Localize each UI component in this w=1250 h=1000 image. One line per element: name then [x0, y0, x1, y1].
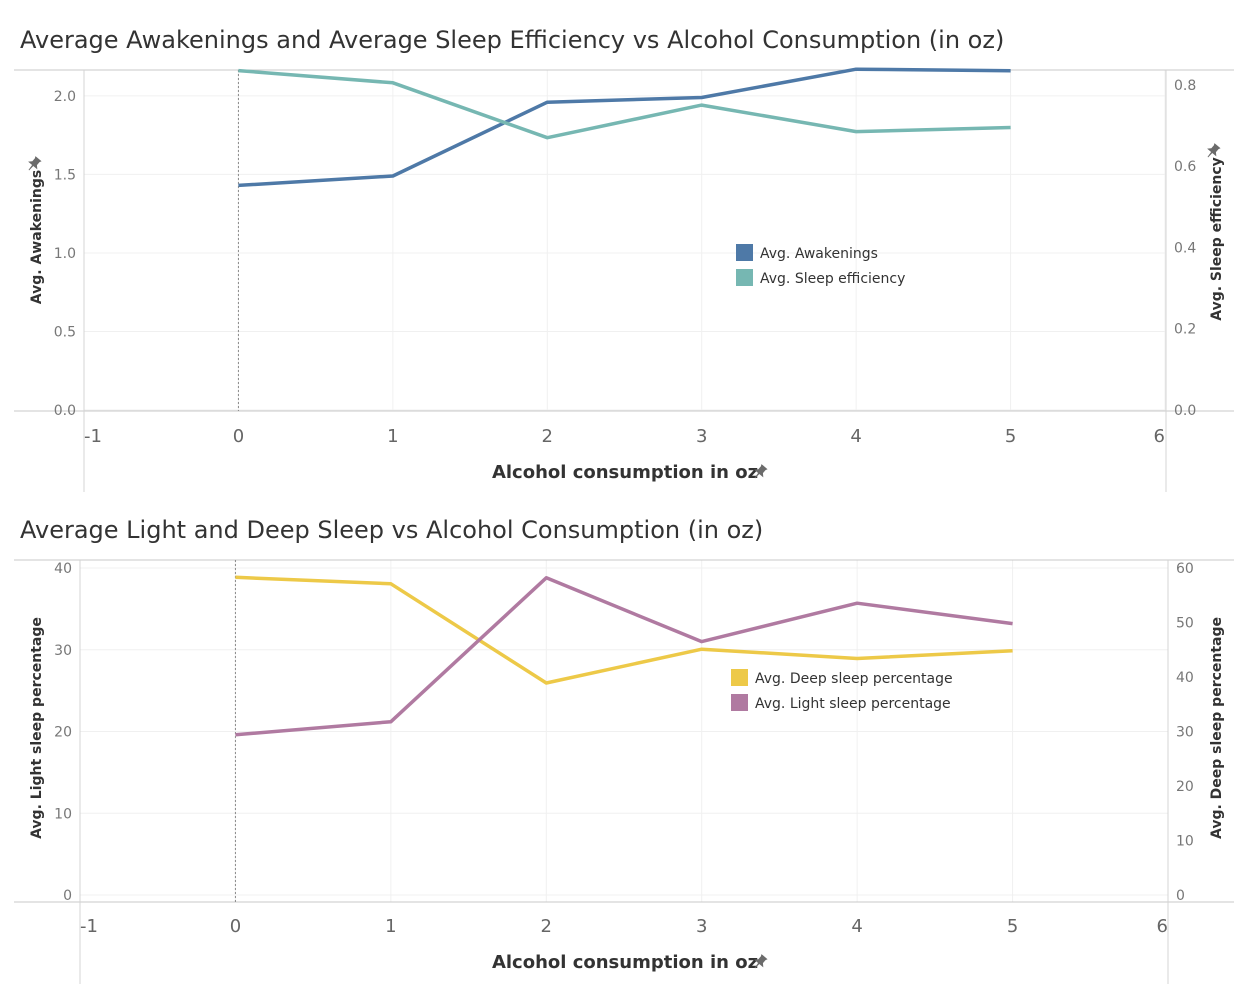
x-tick-label: 1 [385, 916, 396, 937]
x-tick-label: 5 [1005, 426, 1016, 447]
y-tick-label-left: 10 [54, 806, 72, 822]
pin-icon[interactable] [750, 953, 769, 972]
y-tick-label-left: 0 [63, 888, 72, 904]
y-tick-label-left: 40 [54, 561, 72, 577]
y-tick-label-left: 30 [54, 643, 72, 659]
x-tick-label: 3 [696, 426, 707, 447]
legend-swatch [736, 244, 753, 261]
series-line-2 [238, 68, 1011, 140]
y-tick-label-right: 10 [1176, 834, 1194, 850]
chart-awakenings-efficiency: 0.0 0.5 1.0 1.5 2.0 0.0 0.2 0.4 0.6 0.8 -1 0 1 2 3 4 5 6 A… [14, 67, 1234, 492]
y-tick-label-right: 0.2 [1174, 322, 1196, 338]
y-tick-label-right: 20 [1176, 779, 1194, 795]
x-axis-title: Alcohol consumption in oz [492, 462, 758, 483]
legend-swatch [731, 669, 748, 686]
chart-title: Average Awakenings and Average Sleep Eff… [20, 26, 1005, 54]
x-tick-label: 0 [233, 426, 244, 447]
x-tick-label: 4 [851, 916, 862, 937]
legend-swatch [731, 694, 748, 711]
y-tick-label-left: 0.5 [54, 324, 76, 340]
y-tick-label-right: 0.8 [1174, 78, 1196, 94]
y-axis-title-right: Avg. Sleep efficiency [1209, 157, 1225, 321]
x-axis-title: Alcohol consumption in oz [492, 952, 758, 973]
x-tick-label: 3 [696, 916, 707, 937]
series-line-2 [235, 576, 1013, 737]
legend-label: Avg. Light sleep percentage [755, 696, 951, 712]
y-tick-label-right: 50 [1176, 616, 1194, 632]
y-tick-label-left: 20 [54, 725, 72, 741]
y-axis-title-left: Avg. Awakenings [29, 170, 45, 304]
series-line-1 [235, 575, 1013, 685]
y-tick-label-left: 1.5 [54, 167, 76, 183]
pin-icon[interactable] [750, 463, 769, 482]
y-tick-label-right: 60 [1176, 561, 1194, 577]
pin-icon[interactable] [24, 155, 43, 174]
legend-label: Avg. Awakenings [760, 246, 878, 262]
x-tick-label: 2 [542, 426, 553, 447]
y-tick-label-left: 0.0 [54, 403, 76, 419]
x-tick-label: 4 [850, 426, 861, 447]
series-line-1 [238, 67, 1011, 188]
legend-label: Avg. Deep sleep percentage [755, 671, 953, 687]
x-tick-label: 6 [1154, 426, 1165, 447]
x-tick-label: -1 [80, 916, 98, 937]
y-tick-label-right: 40 [1176, 670, 1194, 686]
y-tick-label-right: 30 [1176, 725, 1194, 741]
y-tick-label-left: 1.0 [54, 246, 76, 262]
x-tick-label: -1 [84, 426, 102, 447]
pin-icon[interactable] [1203, 142, 1222, 161]
x-tick-label: 5 [1007, 916, 1018, 937]
y-tick-label-left: 2.0 [54, 89, 76, 105]
legend-swatch [736, 269, 753, 286]
x-tick-label: 2 [541, 916, 552, 937]
legend-label: Avg. Sleep efficiency [760, 271, 905, 287]
x-tick-label: 1 [387, 426, 398, 447]
y-tick-label-right: 0.6 [1174, 159, 1196, 175]
x-tick-label: 6 [1157, 916, 1168, 937]
y-tick-label-right: 0.0 [1174, 403, 1196, 419]
y-axis-title-left: Avg. Light sleep percentage [29, 617, 45, 839]
y-tick-label-right: 0.4 [1174, 240, 1196, 256]
y-axis-title-right: Avg. Deep sleep percentage [1209, 617, 1225, 839]
x-tick-label: 0 [230, 916, 241, 937]
y-tick-label-right: 0 [1176, 888, 1185, 904]
chart-title: Average Light and Deep Sleep vs Alcohol … [20, 516, 764, 544]
